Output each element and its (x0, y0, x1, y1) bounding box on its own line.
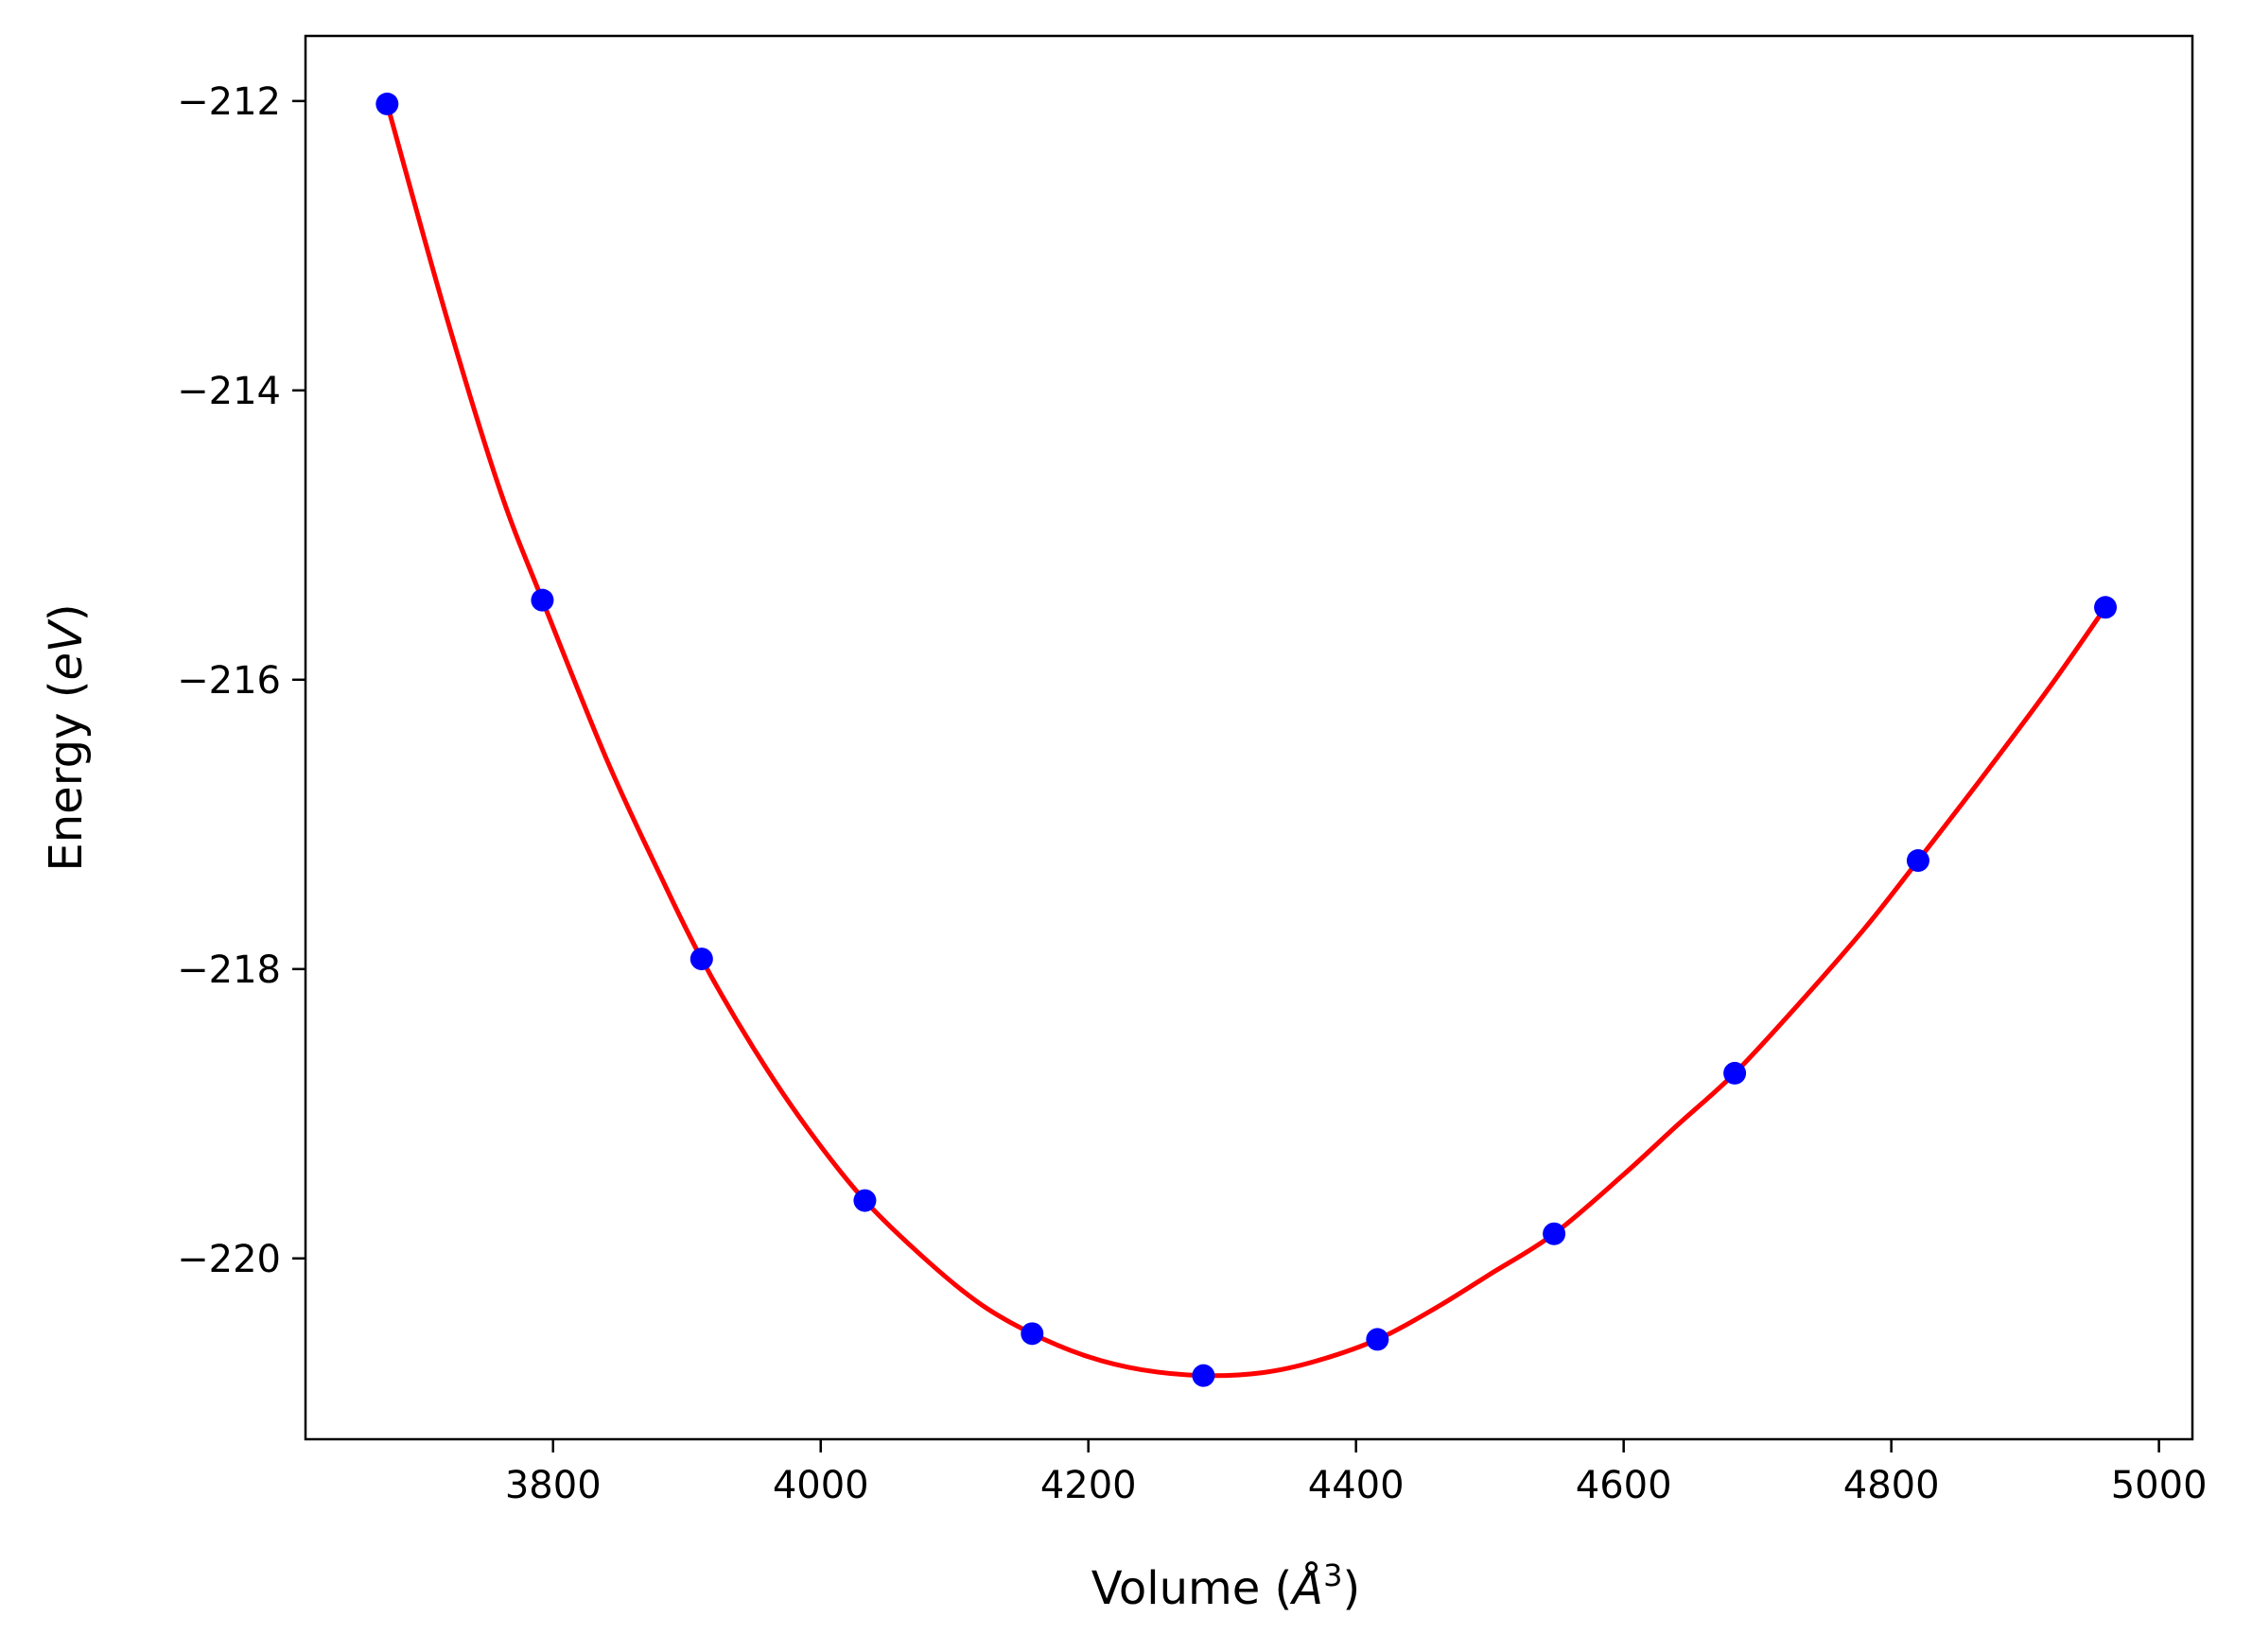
fit-curve (384, 103, 2108, 1379)
data-point (1543, 1222, 1566, 1245)
data-point (1192, 1364, 1215, 1387)
y-tick-label: −214 (177, 370, 281, 413)
x-tick-label: 4000 (773, 1464, 869, 1507)
y-axis-ticks: −212 −214 −216 −218 −220 (177, 80, 306, 1281)
data-point (690, 948, 713, 971)
data-point (2094, 596, 2118, 619)
data-point (531, 588, 554, 612)
x-axis-label: Volume (Å3) (1091, 1557, 1360, 1615)
x-tick-label: 3800 (505, 1464, 602, 1507)
data-point (375, 92, 399, 115)
data-point (1723, 1061, 1747, 1085)
y-tick-label: −218 (177, 948, 281, 992)
y-tick-label: −220 (177, 1238, 281, 1281)
y-axis-label: Energy (eV) (40, 603, 93, 871)
data-point (1366, 1328, 1389, 1351)
x-tick-label: 4600 (1576, 1464, 1672, 1507)
fit-curve-layer (384, 103, 2108, 1379)
data-points-layer (375, 92, 2118, 1387)
plot-area (306, 36, 2192, 1439)
x-tick-label: 5000 (2111, 1464, 2208, 1507)
plot-frame (304, 34, 2194, 1441)
x-tick-label: 4800 (1843, 1464, 1940, 1507)
data-point (1021, 1322, 1044, 1346)
data-point (1906, 849, 1929, 873)
y-tick-label: −216 (177, 659, 281, 703)
x-tick-label: 4200 (1040, 1464, 1137, 1507)
x-axis-ticks: 3800 4000 4200 4400 4600 4800 5000 (505, 1439, 2208, 1507)
data-point (853, 1189, 877, 1212)
y-tick-label: −212 (177, 80, 281, 124)
x-tick-label: 4400 (1308, 1464, 1405, 1507)
